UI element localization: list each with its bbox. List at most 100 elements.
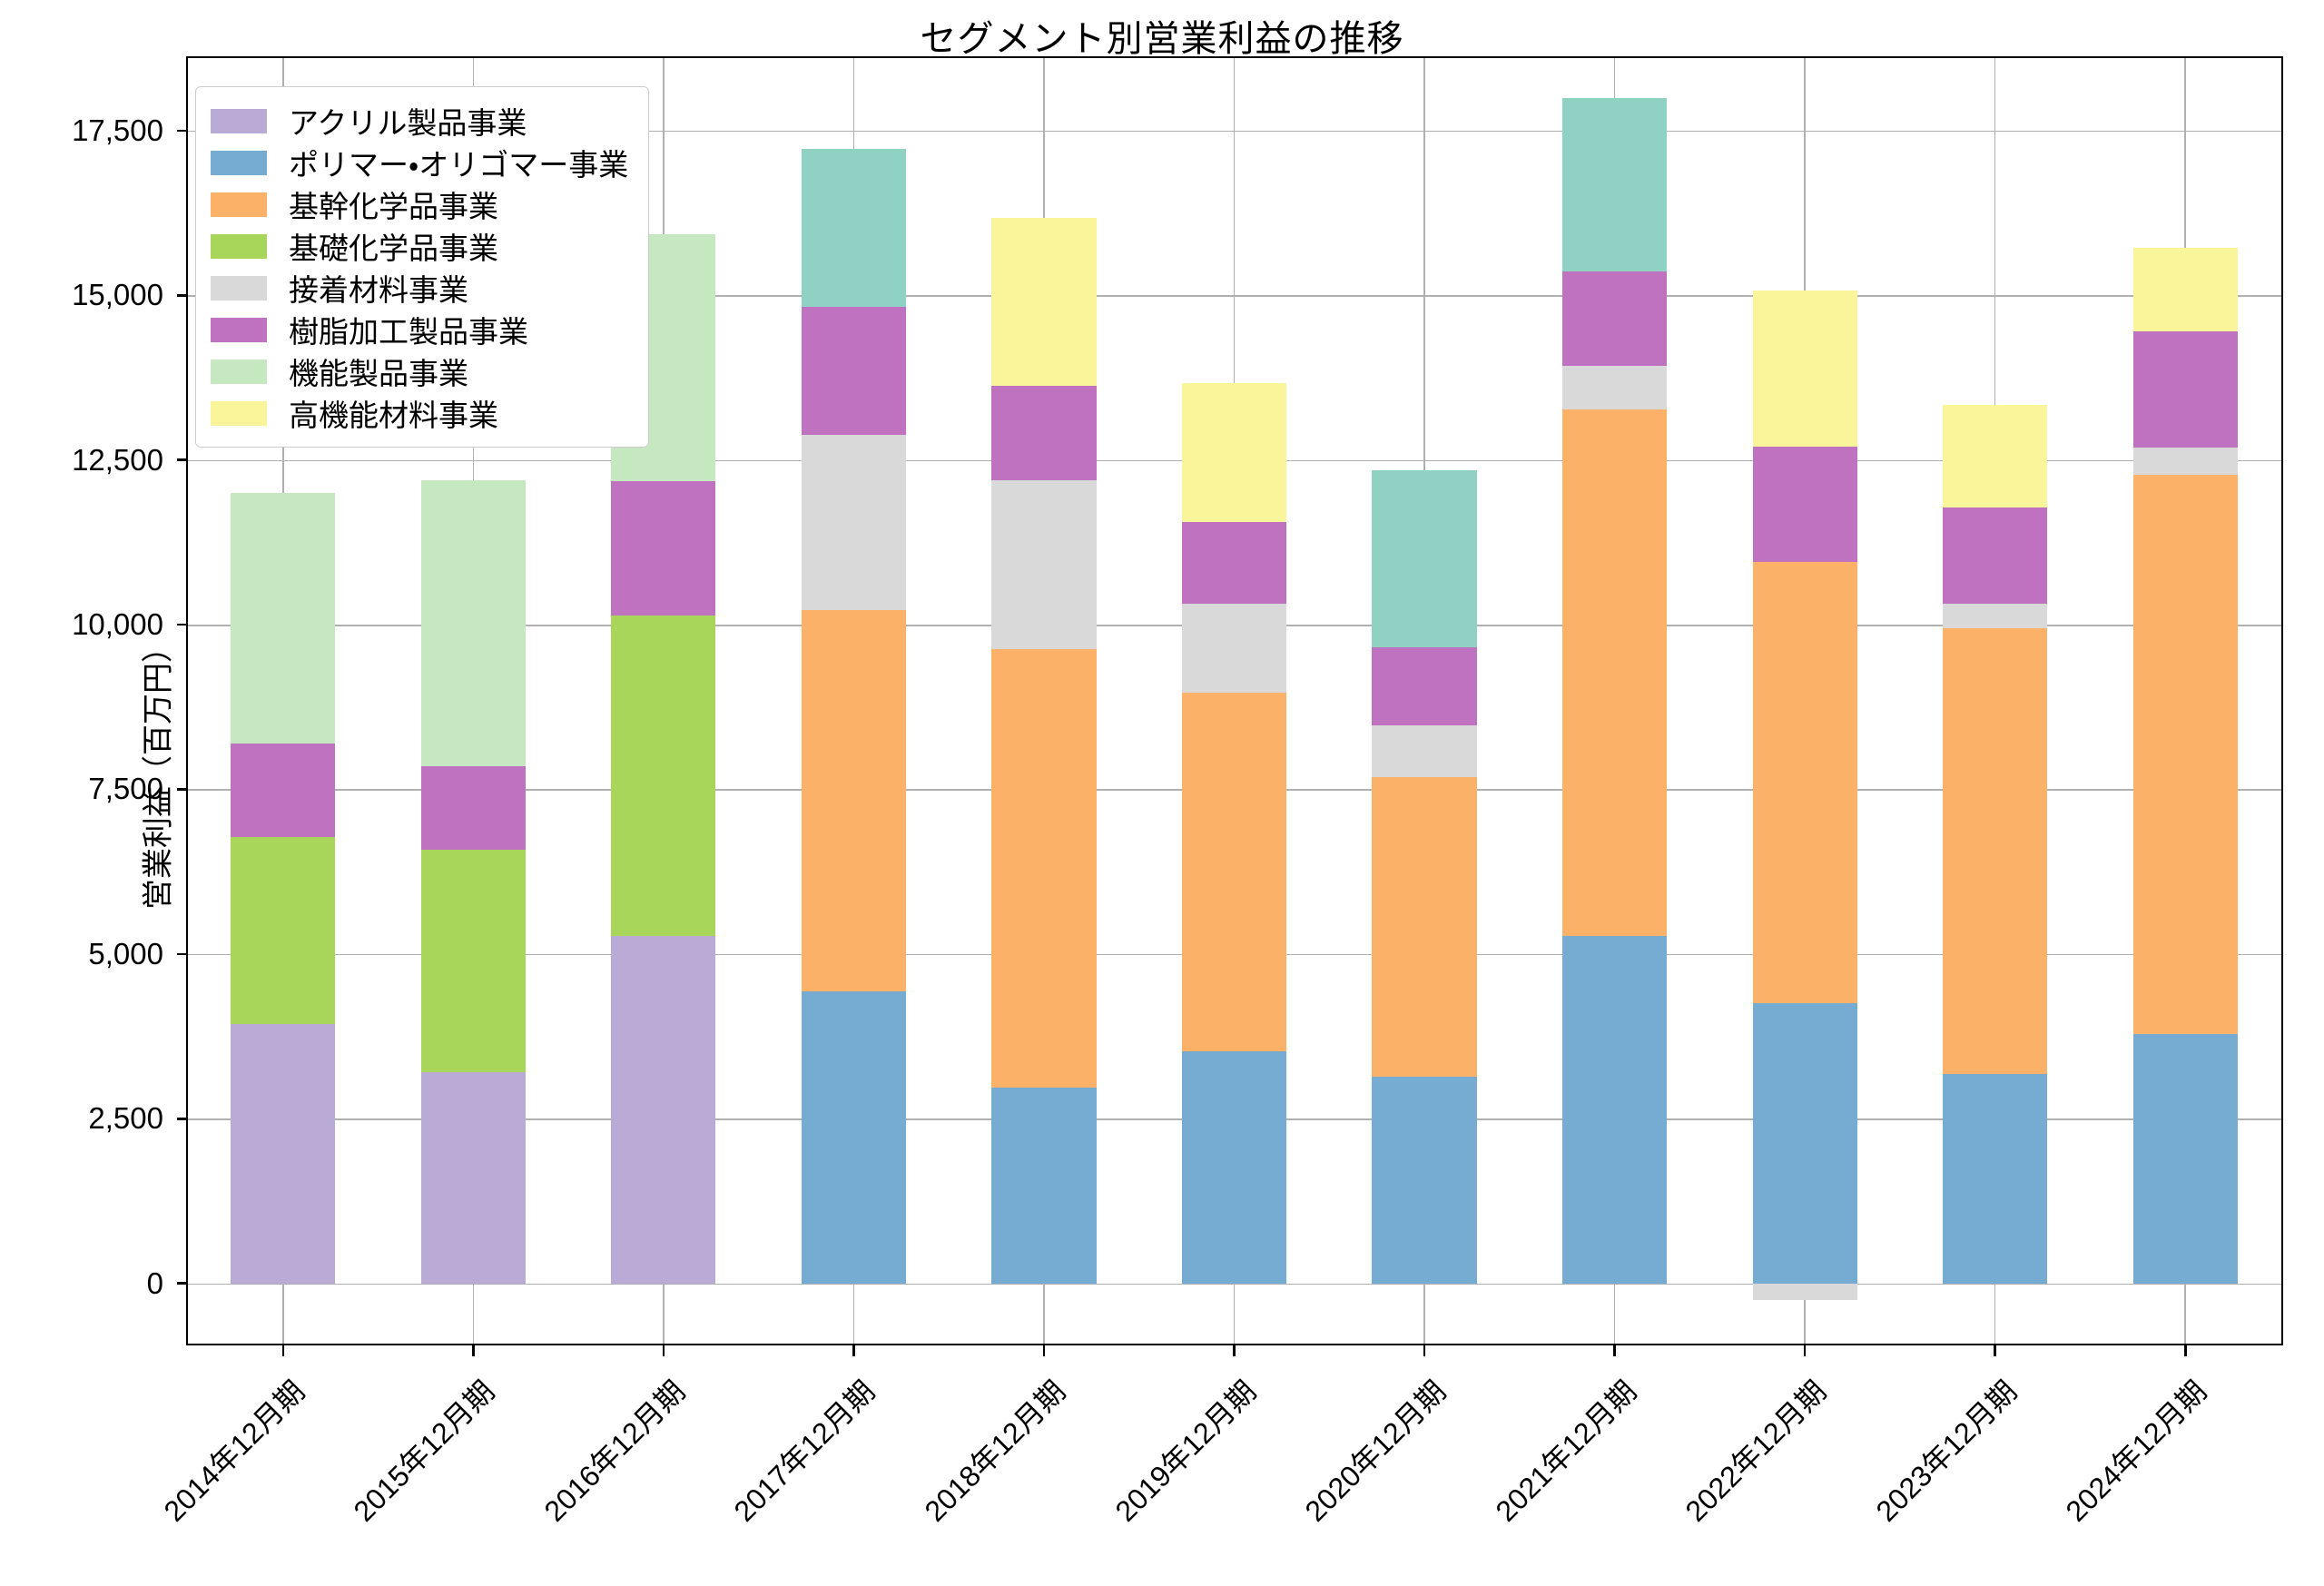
bar-group[interactable] xyxy=(991,58,1097,1343)
bar-segment[interactable] xyxy=(801,434,907,610)
x-tick-mark xyxy=(281,1344,285,1356)
bar-segment[interactable] xyxy=(991,648,1097,1088)
bar-segment[interactable] xyxy=(991,386,1097,480)
bar-segment[interactable] xyxy=(1372,776,1477,1077)
bar-segment[interactable] xyxy=(801,306,907,435)
x-tick-mark xyxy=(2184,1344,2187,1356)
bar-group[interactable] xyxy=(1561,58,1668,1343)
y-tick-label: 15,000 xyxy=(72,278,163,312)
legend-item[interactable]: ポリマー・オリゴマー事業 xyxy=(211,142,628,183)
legend-item[interactable]: 高機能材料事業 xyxy=(211,392,628,434)
bar-segment[interactable] xyxy=(801,991,907,1284)
legend-item[interactable]: 機能製品事業 xyxy=(211,350,628,392)
bar-segment[interactable] xyxy=(1561,97,1668,271)
bar-segment[interactable] xyxy=(2132,331,2238,448)
y-axis-label: 営業利益（百万円） xyxy=(141,631,176,910)
bar-segment[interactable] xyxy=(1943,507,2048,605)
bar-group[interactable] xyxy=(1181,58,1287,1343)
bar-segment[interactable] xyxy=(1181,603,1287,693)
legend-item[interactable]: 接着材料事業 xyxy=(211,267,628,309)
y-tick-mark xyxy=(177,952,188,956)
bar-segment[interactable] xyxy=(1752,1002,1857,1284)
bar-group[interactable] xyxy=(1943,58,2048,1343)
page-title: セグメント別営業利益の推移 xyxy=(920,19,1404,59)
bar-segment[interactable] xyxy=(1752,291,1857,447)
legend-item[interactable]: 樹脂加工製品事業 xyxy=(211,309,628,350)
plot-area: 0 2,500 5,000 7,500 10,000 12,500 15,000 17,500… xyxy=(72,56,2283,1528)
x-tick-label: 2020年12月期 xyxy=(1298,1374,1452,1528)
bar-segment[interactable] xyxy=(1561,409,1668,936)
x-tick-mark xyxy=(662,1344,665,1356)
y-tick-label: 12,500 xyxy=(72,442,163,477)
y-tick-mark xyxy=(177,294,188,297)
bar-segment[interactable] xyxy=(801,148,907,307)
bar-segment[interactable] xyxy=(611,615,716,936)
bar-group[interactable] xyxy=(420,58,526,1343)
bar-segment[interactable] xyxy=(420,766,526,851)
y-tick-mark xyxy=(177,1118,188,1120)
bar-segment[interactable] xyxy=(611,935,716,1284)
y-tick-mark xyxy=(177,458,188,461)
bar-segment[interactable] xyxy=(2132,474,2238,1035)
bar-segment[interactable] xyxy=(231,493,336,744)
bar-segment[interactable] xyxy=(1181,692,1287,1051)
bar-segment[interactable] xyxy=(2132,1034,2238,1284)
legend-swatch-icon xyxy=(211,108,267,133)
y-tick-label: 2,500 xyxy=(88,1101,163,1136)
bar-segment[interactable] xyxy=(611,480,716,616)
bar-segment[interactable] xyxy=(1561,271,1668,366)
bar-segment[interactable] xyxy=(801,609,907,992)
legend-item-label: 基幹化学品事業 xyxy=(289,190,498,223)
bar-segment[interactable] xyxy=(420,1071,526,1284)
x-tick-mark xyxy=(1613,1344,1616,1356)
x-tick-label: 2019年12月期 xyxy=(1108,1374,1262,1528)
x-tick-mark xyxy=(852,1344,855,1356)
bar-segment[interactable] xyxy=(1372,646,1477,725)
bar-group[interactable] xyxy=(2132,58,2238,1343)
bar-segment[interactable] xyxy=(1943,627,2048,1074)
bar-segment[interactable] xyxy=(991,479,1097,649)
y-tick-label: 10,000 xyxy=(72,607,163,642)
y-tick-mark xyxy=(177,623,188,626)
y-tick-mark xyxy=(177,788,188,791)
legend-item[interactable]: 基礎化学品事業 xyxy=(211,225,628,267)
bar-segment[interactable] xyxy=(1181,1050,1287,1284)
y-tick-label: 0 xyxy=(146,1266,163,1300)
y-tick-mark xyxy=(177,129,188,133)
bar-segment[interactable] xyxy=(420,479,526,767)
bar-segment[interactable] xyxy=(420,850,526,1072)
y-tick-mark xyxy=(177,1282,188,1285)
bar-group[interactable] xyxy=(1752,58,1857,1343)
bar-group[interactable] xyxy=(801,58,907,1343)
bar-group[interactable] xyxy=(1372,58,1477,1343)
bar-segment[interactable] xyxy=(1561,935,1668,1284)
bar-segment[interactable] xyxy=(991,1087,1097,1284)
bar-segment[interactable] xyxy=(2132,247,2238,332)
bar-segment[interactable] xyxy=(1561,365,1668,409)
bar-segment[interactable] xyxy=(1372,724,1477,777)
bar-segment[interactable] xyxy=(991,218,1097,386)
bar-segment[interactable] xyxy=(231,744,336,837)
bar-segment[interactable] xyxy=(1943,1073,2048,1284)
bar-segment[interactable] xyxy=(2132,447,2238,475)
legend-swatch-icon xyxy=(211,359,267,384)
legend-item[interactable]: 基幹化学品事業 xyxy=(211,183,628,225)
bar-segment[interactable] xyxy=(1752,446,1857,563)
x-tick-label: 2014年12月期 xyxy=(157,1374,311,1528)
bar-segment[interactable] xyxy=(1181,522,1287,604)
legend-item[interactable]: アクリル製品事業 xyxy=(211,100,628,142)
legend-swatch-icon xyxy=(211,400,267,426)
bar-segment[interactable] xyxy=(1943,405,2048,507)
bar-segment[interactable] xyxy=(231,836,336,1025)
bar-segment[interactable] xyxy=(1752,1283,1857,1301)
bar-segment[interactable] xyxy=(1181,382,1287,523)
x-tick-label: 2024年12月期 xyxy=(2059,1374,2213,1528)
bar-segment[interactable] xyxy=(1752,562,1857,1003)
bar-segment[interactable] xyxy=(231,1024,336,1284)
x-tick-mark xyxy=(1042,1344,1046,1356)
bar-segment[interactable] xyxy=(1372,1076,1477,1284)
bar-group[interactable] xyxy=(231,58,336,1343)
x-tick-mark xyxy=(1994,1344,1996,1356)
bar-segment[interactable] xyxy=(1372,469,1477,647)
bar-segment[interactable] xyxy=(1943,604,2048,628)
